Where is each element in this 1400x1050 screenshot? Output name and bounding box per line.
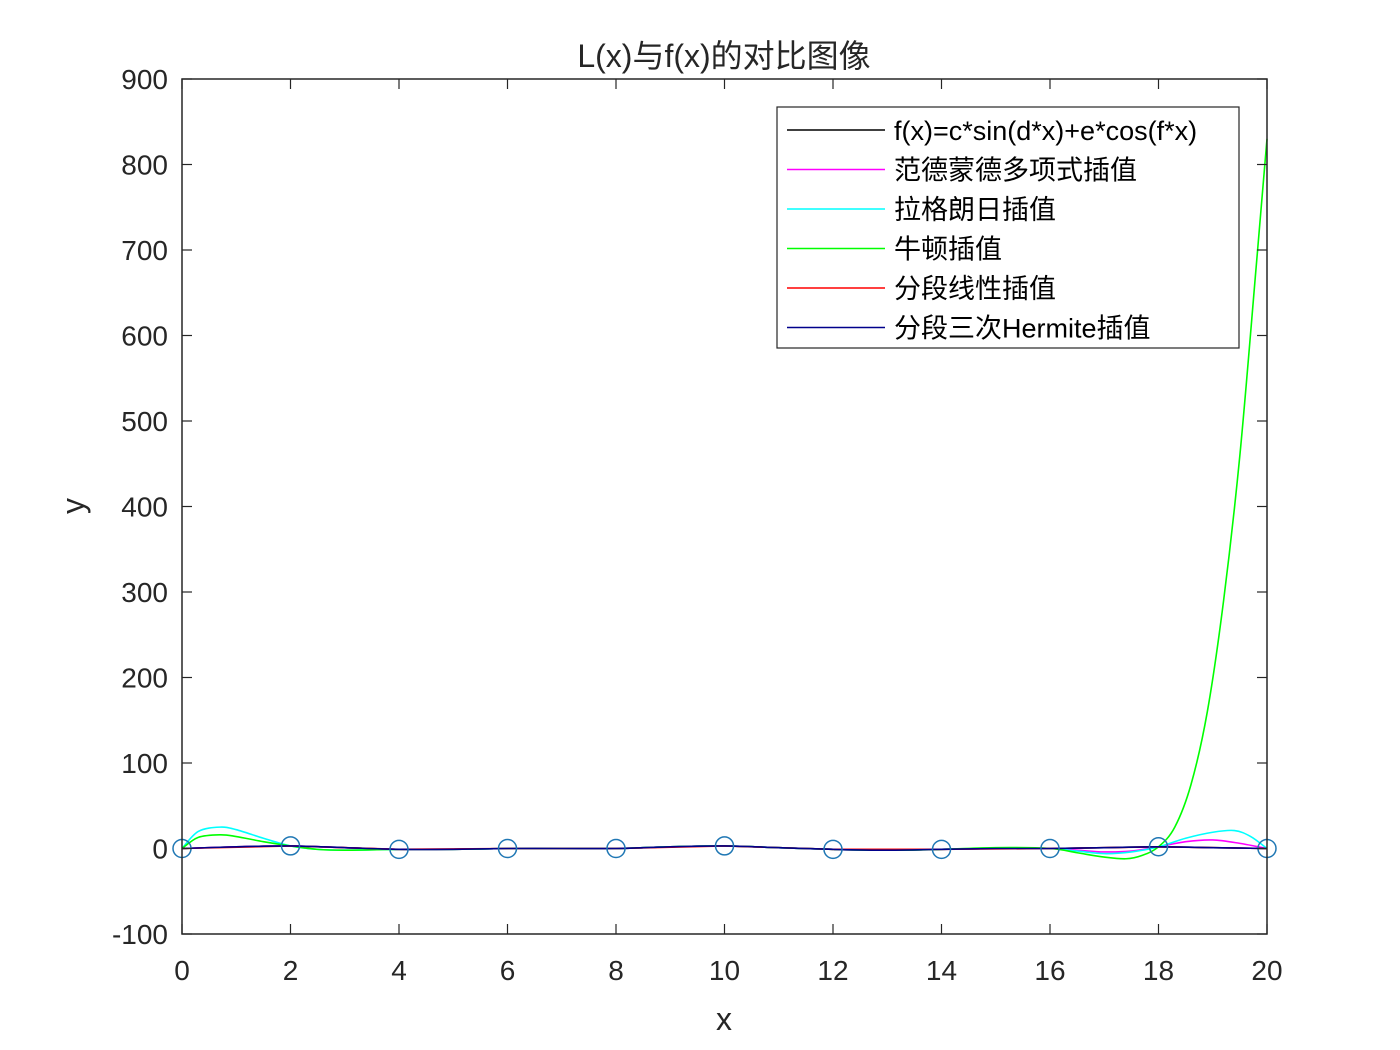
node-marker xyxy=(606,838,626,859)
y-axis-title: y xyxy=(55,498,91,514)
x-tick-label: 6 xyxy=(500,955,516,986)
axis-ticks: 0 2 4 6 8 10 12 14 16 18 20-1000100200300400500600… xyxy=(112,64,1283,986)
x-tick-label: 0 xyxy=(174,955,190,986)
legend-box xyxy=(776,106,1240,349)
node-marker xyxy=(497,838,518,859)
node-marker xyxy=(280,836,301,856)
y-tick-label: 600 xyxy=(121,321,168,352)
node-marker xyxy=(1040,838,1060,859)
x-tick-label: 12 xyxy=(817,955,848,986)
legend-label-5: 分段三次Hermite插值 xyxy=(894,314,1151,344)
legend-label-3: 牛顿插值 xyxy=(894,235,1002,265)
x-tick-label: 18 xyxy=(1143,955,1174,986)
node-marker xyxy=(714,836,735,856)
node-marker xyxy=(389,839,409,860)
y-tick-label: 400 xyxy=(121,492,168,523)
x-tick-label: 16 xyxy=(1034,955,1065,986)
x-tick-label: 10 xyxy=(709,955,740,986)
y-tick-label: 300 xyxy=(121,577,168,608)
y-tick-label: 200 xyxy=(121,663,168,694)
node-marker xyxy=(931,839,952,860)
legend: f(x)=c*sin(d*x)+e*cos(f*x) 范德蒙德多项式插值拉格朗日插… xyxy=(776,106,1240,349)
x-tick-label: 8 xyxy=(608,955,624,986)
y-tick-label: 900 xyxy=(121,64,168,95)
y-tick-label: 700 xyxy=(121,235,168,266)
legend-label-2: 拉格朗日插值 xyxy=(894,195,1056,225)
legend-entries: f(x)=c*sin(d*x)+e*cos(f*x) 范德蒙德多项式插值拉格朗日插… xyxy=(787,116,1197,344)
x-tick-label: 2 xyxy=(283,955,299,986)
legend-label-4: 分段线性插值 xyxy=(894,274,1056,304)
x-tick-label: 20 xyxy=(1251,955,1282,986)
y-tick-label: 500 xyxy=(121,406,168,437)
legend-label-1: 范德蒙德多项式插值 xyxy=(894,156,1137,186)
legend-label-0: f(x)=c*sin(d*x)+e*cos(f*x) xyxy=(894,116,1197,146)
x-tick-label: 14 xyxy=(926,955,957,986)
y-tick-label: 800 xyxy=(121,150,168,181)
y-tick-label: 100 xyxy=(121,748,168,779)
y-tick-label: -100 xyxy=(112,919,168,950)
series-layer xyxy=(181,138,1268,860)
series-line-5 xyxy=(181,845,1268,852)
node-marker xyxy=(823,839,843,860)
y-tick-label: 0 xyxy=(152,834,168,865)
x-axis-title: x xyxy=(716,1001,732,1037)
x-tick-label: 4 xyxy=(391,955,407,986)
chart-title: L(x)与f(x)的对比图像 xyxy=(577,38,870,74)
node-marker xyxy=(1148,837,1169,857)
